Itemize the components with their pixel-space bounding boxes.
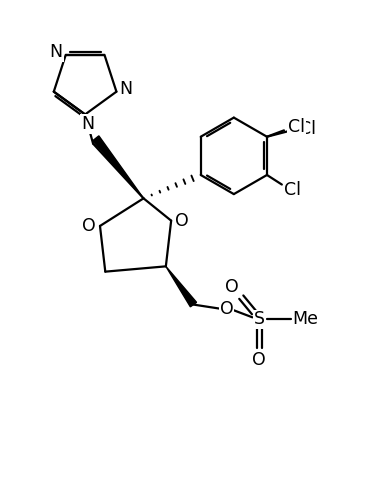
Text: Cl: Cl <box>284 181 301 199</box>
Text: O: O <box>253 351 266 369</box>
Text: O: O <box>220 300 233 318</box>
Polygon shape <box>166 266 197 307</box>
Text: Cl: Cl <box>288 118 305 136</box>
Text: N: N <box>50 43 63 61</box>
Text: S: S <box>254 310 265 328</box>
Text: N: N <box>120 80 133 98</box>
Text: Me: Me <box>293 310 319 328</box>
Polygon shape <box>93 136 144 198</box>
Text: O: O <box>225 278 239 296</box>
Text: O: O <box>83 217 96 235</box>
Text: O: O <box>175 212 189 230</box>
Text: Cl: Cl <box>300 120 316 138</box>
Text: N: N <box>81 115 94 133</box>
